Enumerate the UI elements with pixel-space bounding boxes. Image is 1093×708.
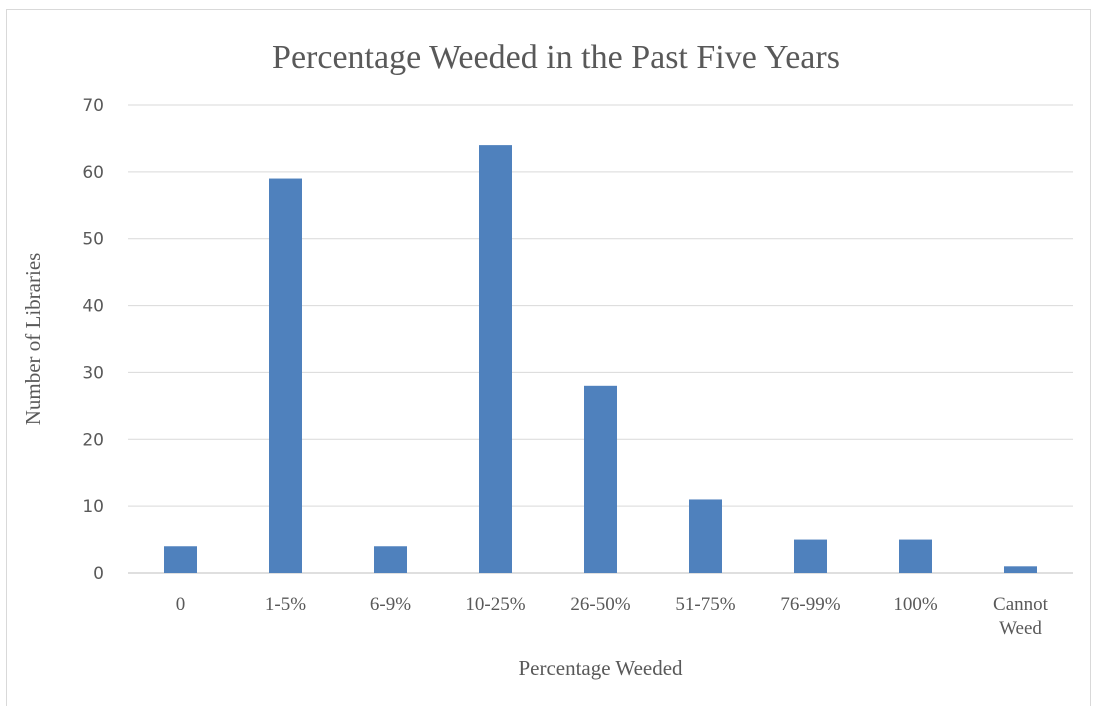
y-tick-label: 40 — [82, 297, 104, 317]
x-tick-label: 100% — [893, 594, 938, 615]
x-tick-label: Cannot Weed — [993, 594, 1049, 639]
bar — [374, 546, 407, 573]
chart-frame — [6, 9, 1091, 706]
bar — [794, 539, 827, 573]
y-tick-label: 0 — [93, 564, 104, 584]
y-tick-label: 50 — [82, 230, 104, 250]
x-axis-tick-labels: 0 1-5% 6-9% 10-25% 26-50% 51-75% 76-99% 100% Can… — [176, 594, 1049, 639]
x-tick-label: 0 — [176, 594, 186, 615]
x-tick-label: 10-25% — [465, 594, 525, 615]
x-tick-label: 26-50% — [570, 594, 630, 615]
chart-title: Percentage Weeded in the Past Five Years — [272, 39, 840, 76]
bar — [899, 539, 932, 573]
y-tick-label: 30 — [82, 363, 104, 383]
y-tick-label: 70 — [82, 96, 104, 116]
bar — [164, 546, 197, 573]
x-tick-label: 6-9% — [370, 594, 411, 615]
y-tick-label: 10 — [82, 497, 104, 517]
bar — [1004, 566, 1037, 573]
x-axis-title: Percentage Weeded — [518, 656, 683, 680]
y-axis-tick-labels: 0 10 20 30 40 50 60 70 — [82, 96, 104, 584]
y-tick-label: 20 — [82, 430, 104, 450]
x-tick-label: 1-5% — [265, 594, 306, 615]
y-tick-label: 60 — [82, 163, 104, 183]
bar — [269, 178, 302, 574]
x-tick-label: 76-99% — [780, 594, 840, 615]
bars — [164, 145, 1037, 574]
bar — [584, 385, 617, 573]
bar — [689, 499, 722, 573]
y-axis-title: Number of Libraries — [21, 253, 45, 426]
x-tick-label: 51-75% — [675, 594, 735, 615]
bar — [479, 145, 512, 573]
